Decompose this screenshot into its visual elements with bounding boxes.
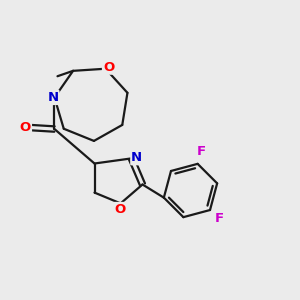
Text: N: N bbox=[47, 91, 58, 104]
Text: O: O bbox=[20, 121, 31, 134]
Text: N: N bbox=[131, 151, 142, 164]
Text: F: F bbox=[196, 145, 206, 158]
Text: F: F bbox=[214, 212, 224, 225]
Text: O: O bbox=[103, 61, 114, 74]
Text: O: O bbox=[114, 203, 126, 216]
